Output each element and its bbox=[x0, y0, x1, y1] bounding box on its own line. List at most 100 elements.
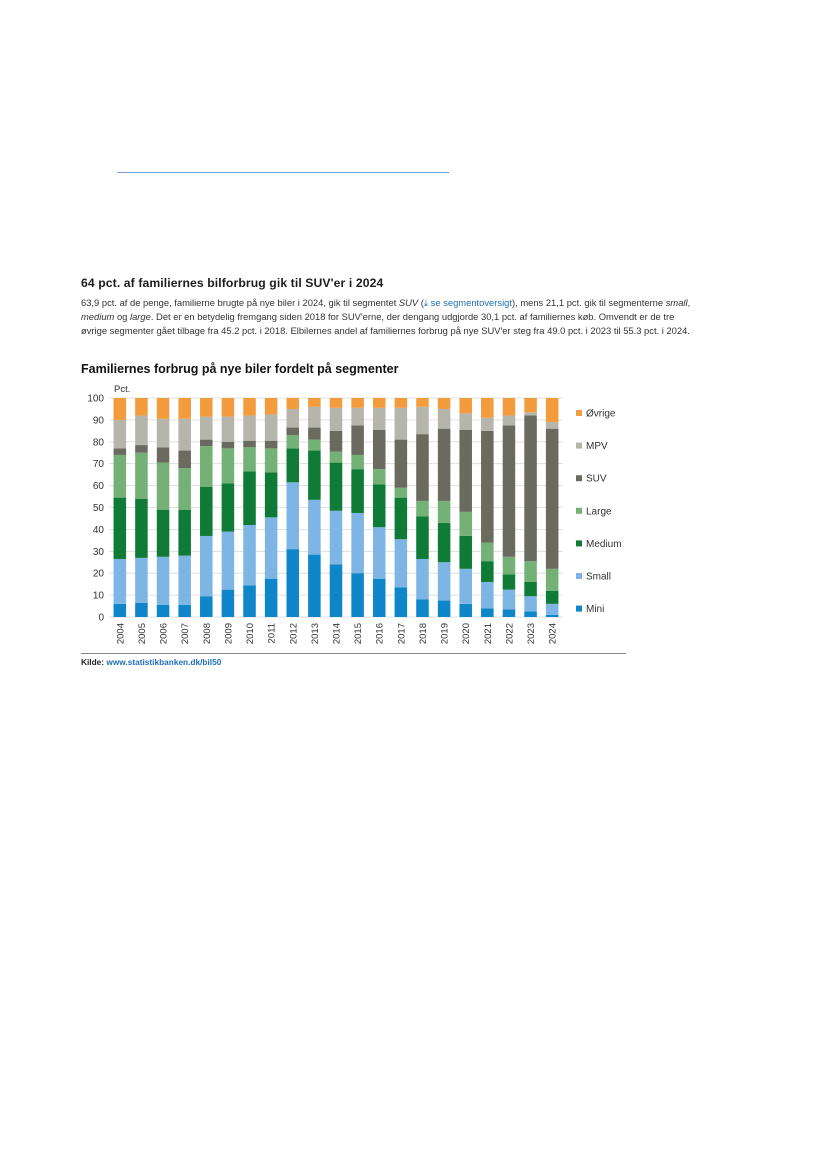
segment-overview-link[interactable]: se segmentoversigt bbox=[428, 297, 512, 308]
bar-large-2009 bbox=[221, 448, 235, 484]
bar-mini-2013 bbox=[308, 554, 321, 617]
bar-suv-2015 bbox=[351, 425, 364, 455]
bar-small-2018 bbox=[416, 558, 429, 600]
bar-mini-2023 bbox=[524, 611, 537, 617]
bar-small-2023 bbox=[524, 596, 537, 612]
bar-medium-2022 bbox=[502, 574, 516, 590]
legend-swatch-medium bbox=[576, 540, 582, 547]
bar-mpv-2021 bbox=[481, 417, 494, 431]
chart-title: Familiernes forbrug på nye biler fordelt… bbox=[81, 362, 399, 376]
bar-medium-2013 bbox=[308, 450, 321, 500]
y-tick-label-100: 100 bbox=[87, 394, 104, 405]
legend-label-suv: SUV bbox=[586, 474, 607, 485]
bar-øvrige-2005 bbox=[135, 398, 148, 416]
source-note: Kilde: www.statistikbanken.dk/bil50 bbox=[81, 657, 221, 667]
x-tick-label-2019: 2019 bbox=[440, 623, 451, 644]
bar-mpv-2016 bbox=[372, 407, 386, 430]
y-tick-label-0: 0 bbox=[98, 613, 104, 624]
bar-suv-2011 bbox=[264, 440, 278, 449]
bar-mpv-2022 bbox=[502, 415, 516, 426]
legend-swatch-mpv bbox=[576, 442, 582, 449]
bar-mini-2015 bbox=[351, 573, 364, 617]
x-tick-label-2005: 2005 bbox=[137, 623, 148, 644]
bar-øvrige-2022 bbox=[502, 398, 516, 416]
bar-small-2008 bbox=[200, 535, 213, 597]
bar-medium-2007 bbox=[178, 509, 191, 556]
bar-øvrige-2015 bbox=[351, 398, 364, 408]
bar-suv-2008 bbox=[200, 439, 213, 447]
bar-medium-2012 bbox=[286, 448, 300, 483]
bar-large-2021 bbox=[481, 542, 494, 562]
x-tick-label-2007: 2007 bbox=[180, 623, 191, 644]
x-tick-label-2021: 2021 bbox=[483, 623, 494, 644]
bar-suv-2023 bbox=[524, 415, 537, 562]
bar-mini-2012 bbox=[286, 549, 300, 617]
bar-medium-2020 bbox=[459, 535, 472, 569]
bar-suv-2012 bbox=[286, 427, 300, 436]
p1-large: large bbox=[129, 311, 151, 322]
x-tick-label-2016: 2016 bbox=[375, 623, 386, 644]
bar-mpv-2015 bbox=[351, 407, 364, 426]
bar-small-2017 bbox=[394, 539, 408, 588]
p1-og: og bbox=[114, 311, 130, 322]
bar-øvrige-2008 bbox=[200, 398, 213, 417]
bar-øvrige-2012 bbox=[286, 398, 300, 409]
bar-small-2004 bbox=[113, 558, 127, 604]
bar-mini-2021 bbox=[481, 608, 494, 617]
x-tick-label-2010: 2010 bbox=[245, 623, 256, 644]
x-tick-label-2015: 2015 bbox=[353, 623, 364, 644]
bar-suv-2017 bbox=[394, 439, 408, 488]
bar-large-2022 bbox=[502, 556, 516, 575]
bar-suv-2014 bbox=[329, 430, 343, 452]
x-tick-label-2024: 2024 bbox=[548, 623, 559, 644]
bar-small-2005 bbox=[135, 557, 148, 603]
bar-mini-2009 bbox=[221, 589, 235, 618]
source-divider-line bbox=[81, 653, 626, 654]
bar-mini-2010 bbox=[243, 585, 256, 617]
download-icon[interactable]: ⤓ bbox=[423, 297, 429, 308]
bar-suv-2018 bbox=[416, 434, 429, 501]
legend-swatch-large bbox=[576, 507, 582, 514]
bar-medium-2016 bbox=[372, 484, 386, 528]
bar-mpv-2020 bbox=[459, 413, 472, 430]
bar-medium-2018 bbox=[416, 516, 429, 559]
bar-øvrige-2017 bbox=[394, 398, 408, 408]
bar-small-2011 bbox=[264, 517, 278, 579]
bar-large-2010 bbox=[243, 447, 256, 472]
x-tick-label-2012: 2012 bbox=[288, 623, 299, 644]
bar-medium-2010 bbox=[243, 471, 256, 526]
bar-small-2010 bbox=[243, 525, 256, 586]
bar-mpv-2009 bbox=[221, 416, 235, 442]
y-tick-label-50: 50 bbox=[93, 503, 105, 514]
bar-large-2015 bbox=[351, 454, 364, 470]
bar-mini-2004 bbox=[113, 603, 127, 617]
bar-mini-2007 bbox=[178, 604, 191, 617]
p1-rest: . Det er en betydelig fremgang siden 201… bbox=[81, 311, 690, 336]
bar-mini-2024 bbox=[545, 614, 559, 617]
bar-medium-2023 bbox=[524, 581, 537, 597]
bar-small-2006 bbox=[156, 556, 170, 605]
bar-mini-2018 bbox=[416, 599, 429, 617]
bar-large-2016 bbox=[372, 469, 386, 485]
stacked-bar-chart: Pct. 0 10 20 30 40 50 60 70 80 90 100 2004 2005 2006 20… bbox=[87, 384, 621, 644]
bar-medium-2017 bbox=[394, 497, 408, 540]
bar-øvrige-2019 bbox=[437, 398, 451, 409]
x-tick-label-2020: 2020 bbox=[461, 623, 472, 644]
bar-medium-2021 bbox=[481, 561, 494, 582]
bar-large-2013 bbox=[308, 439, 321, 451]
bar-suv-2022 bbox=[502, 425, 516, 557]
bar-mpv-2011 bbox=[264, 414, 278, 441]
y-tick-label-80: 80 bbox=[93, 437, 105, 448]
bar-mini-2022 bbox=[502, 609, 516, 617]
bar-suv-2004 bbox=[113, 448, 127, 455]
bar-øvrige-2011 bbox=[264, 398, 278, 415]
bar-mini-2011 bbox=[264, 578, 278, 617]
bar-mini-2017 bbox=[394, 587, 408, 617]
legend-label-small: Small bbox=[586, 572, 611, 583]
source-link[interactable]: www.statistikbanken.dk/bil50 bbox=[106, 657, 222, 667]
bar-øvrige-2007 bbox=[178, 398, 191, 419]
bar-mpv-2023 bbox=[524, 412, 537, 416]
legend-swatch-mini bbox=[576, 605, 582, 612]
legend-label-øvrige: Øvrige bbox=[586, 409, 616, 420]
bar-small-2014 bbox=[329, 510, 343, 565]
